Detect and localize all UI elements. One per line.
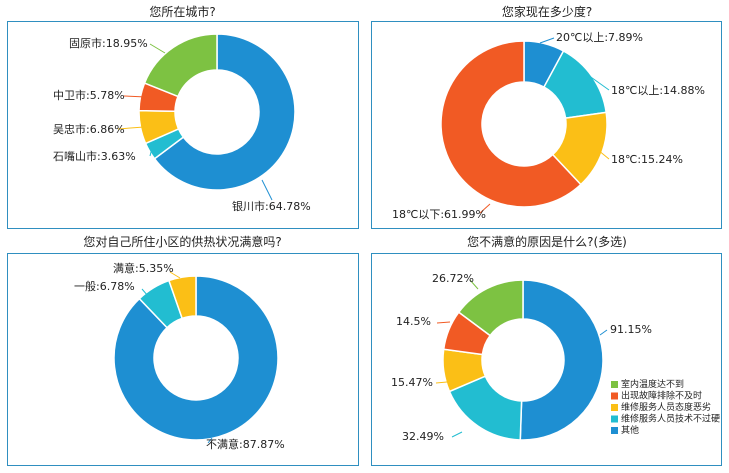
chart1-label-1: 石嘴山市:3.63% [53, 149, 136, 163]
chart4-slice-4 [457, 279, 524, 337]
chart4-legend-swatch-1 [611, 392, 618, 400]
chart1-leader-3 [123, 95, 147, 98]
chart1-slice-4 [143, 33, 218, 98]
chart4-leader-4 [469, 279, 479, 290]
chart4-leader-3 [436, 321, 451, 324]
chart4-slice-0 [519, 279, 604, 441]
chart3-label-1: 一般:6.78% [74, 280, 135, 293]
chart3-slice-0 [113, 275, 279, 441]
chart4-legend-swatch-2 [611, 404, 618, 411]
chart2-leader-3 [479, 203, 491, 214]
chart1-label-2: 吴忠市:6.86% [53, 122, 125, 136]
chart4-label-3: 14.5% [396, 315, 431, 328]
chart4-legend-swatch-0 [611, 381, 618, 388]
chart4-legend-swatch-3 [611, 415, 618, 423]
chart2-leader-1 [587, 74, 610, 91]
chart4-leader-2 [435, 381, 448, 384]
chart4-leader-1 [451, 431, 463, 438]
chart2-label-1: 18℃以上:14.88% [611, 84, 705, 97]
chart4-legend-label-4: 其他 [621, 424, 639, 436]
chart1-label-0: 银川市:64.78% [232, 199, 311, 213]
chart4-legend-label-1: 出现故障排除不及时 [621, 390, 702, 402]
chart4-legend-swatch-4 [611, 427, 618, 434]
chart1-leader-1 [149, 147, 153, 157]
chart4-legend-label-2: 维修服务人员态度恶劣 [621, 401, 711, 413]
chart4-label-0: 91.15% [610, 323, 652, 336]
chart1-panel [7, 21, 359, 229]
chart1-leader-0 [261, 179, 273, 201]
chart2-leader-2 [597, 149, 610, 160]
chart2-label-0: 20℃以上:7.89% [556, 31, 643, 44]
chart1-leader-2 [117, 126, 145, 130]
chart4-legend-label-3: 维修服务人员技术不过硬 [621, 413, 720, 425]
chart1-label-3: 中卫市:5.78% [53, 88, 125, 102]
chart1-slice-0 [153, 33, 296, 191]
chart3-leader-2 [169, 271, 181, 279]
chart3-leader-1 [141, 288, 149, 297]
chart1-title: 您所在城市? [149, 5, 216, 19]
chart4-leader-0 [599, 329, 608, 336]
chart2-leader-0 [539, 37, 555, 44]
chart4-title: 您不满意的原因是什么?(多选) [467, 235, 627, 249]
chart4-label-1: 32.49% [402, 430, 444, 443]
chart2-slice-3 [440, 40, 582, 208]
chart3-title: 您对自己所住小区的供热状况满意吗? [83, 235, 282, 249]
chart3-leader-0 [207, 437, 213, 444]
chart1-leader-4 [149, 43, 166, 54]
chart4-label-4: 26.72% [432, 272, 474, 285]
chart3-label-0: 不满意:87.87% [206, 437, 285, 451]
chart4-legend-label-0: 室内温度达不到 [621, 378, 684, 390]
chart3-slice-2 [167, 275, 197, 320]
chart4-label-2: 15.47% [391, 376, 433, 389]
chart3-label-2: 满意:5.35% [113, 261, 174, 275]
chart2-title: 您家现在多少度? [501, 5, 593, 19]
chart1-label-4: 固原市:18.95% [69, 36, 148, 50]
chart2-label-3: 18℃以下:61.99% [392, 208, 486, 221]
chart2-label-2: 18℃:15.24% [611, 153, 683, 166]
